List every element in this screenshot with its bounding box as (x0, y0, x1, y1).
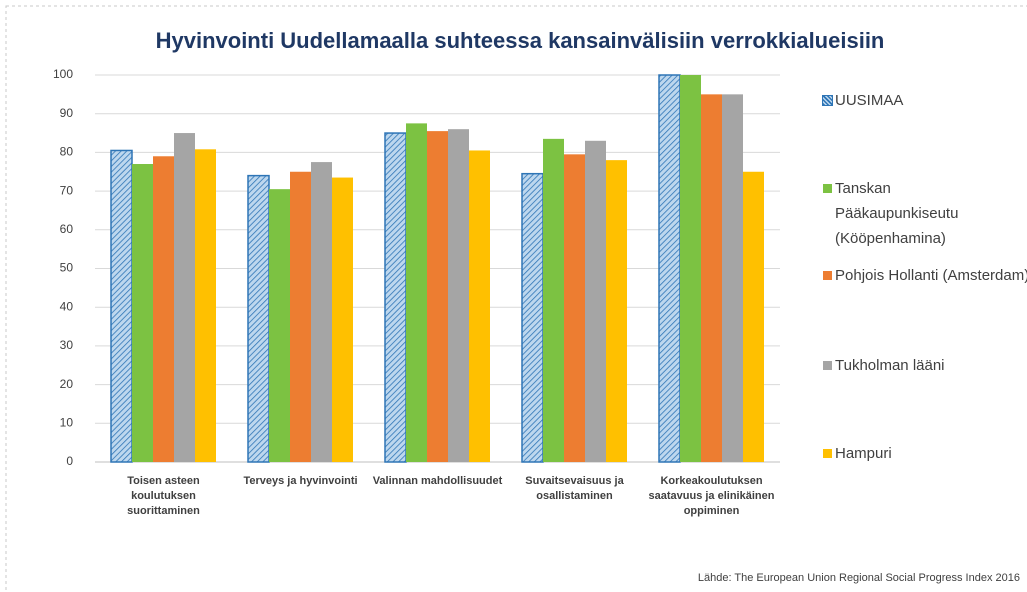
bar (564, 154, 585, 462)
legend-swatch (823, 449, 832, 458)
bar (427, 131, 448, 463)
legend-item: Tanskan Pääkaupunkiseutu (Kööpenhamina) (823, 176, 1005, 251)
legend-swatch (822, 95, 833, 106)
x-tick-label: Suvaitsevaisuus ja osallistaminen (525, 475, 624, 502)
y-tick-label: 20 (60, 377, 74, 391)
x-tick-label: Valinnan mahdollisuudet (372, 475, 503, 487)
y-tick-label: 100 (53, 67, 73, 81)
source: Lähde: The European Union Regional Socia… (698, 572, 1020, 584)
bar (311, 162, 332, 462)
frame (5, 5, 1027, 592)
legend-item: UUSIMAA (822, 88, 1027, 113)
bar (384, 132, 407, 463)
bar (680, 75, 701, 462)
bar (743, 171, 764, 462)
bar (153, 156, 174, 462)
legend-swatch (823, 271, 832, 280)
y-tick-label: 70 (60, 183, 74, 197)
bar (448, 129, 469, 462)
y-tick-label: 90 (60, 106, 74, 120)
bar (469, 150, 490, 462)
bar (174, 133, 195, 463)
y-tick-label: 40 (60, 299, 74, 313)
y-tick-label: 10 (60, 415, 74, 429)
bar (290, 171, 311, 462)
x-tick-label: Korkeakoulutuksen saatavuus ja elinikäin… (648, 475, 775, 517)
y-tick-label: 30 (60, 338, 74, 352)
bar (332, 177, 353, 462)
bar (132, 164, 153, 462)
y-tick-label: 80 (60, 145, 74, 159)
bar (543, 138, 564, 463)
x-tick-label: Toisen asteen koulutuksen suorittaminen (127, 475, 200, 517)
y-tick-label: 60 (60, 222, 74, 236)
legend-swatch (823, 361, 832, 370)
legend-swatch (823, 184, 832, 193)
chart-title: Hyvinvointi Uudellamaalla suhteessa kans… (156, 28, 885, 53)
legend-item: Hampuri (823, 441, 1027, 466)
bar (701, 94, 722, 462)
bar (606, 160, 627, 462)
legend-item: Tukholman lääni (823, 353, 1027, 378)
bar (406, 123, 427, 462)
bar (110, 149, 133, 463)
bar (521, 172, 544, 463)
bar (269, 189, 290, 463)
bar (195, 149, 216, 462)
bar (658, 74, 681, 463)
x-tick-label: Terveys ja hyvinvointi (243, 475, 358, 487)
bar (722, 94, 743, 462)
bar (247, 174, 270, 463)
legend-item: Pohjois Hollanti (Amsterdam) (823, 263, 1027, 288)
y-tick-label: 0 (66, 454, 73, 468)
y-tick-label: 50 (60, 261, 74, 275)
bar (585, 140, 606, 463)
